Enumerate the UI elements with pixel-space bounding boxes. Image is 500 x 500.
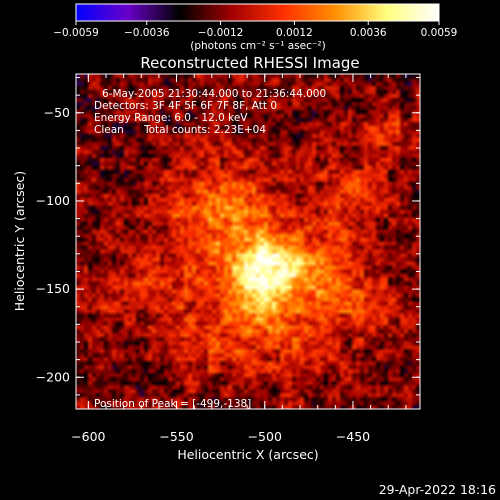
x-tick-label: −550 — [159, 429, 193, 444]
chart-title: Reconstructed RHESSI Image — [140, 54, 359, 72]
x-tick-label: −500 — [248, 429, 282, 444]
x-tick-label: −600 — [71, 429, 105, 444]
colorbar-ticks: −0.0059 −0.0036 −0.0012 0.0012 0.0036 0.0059 — [53, 21, 457, 39]
heatmap-image — [76, 74, 420, 409]
footer-timestamp: 29-Apr-2022 18:16 — [379, 482, 496, 497]
annotations: 6-May-2005 21:30:44.000 to 21:36:44.000 … — [94, 88, 326, 410]
colorbar-tick-label: 0.0059 — [421, 27, 458, 39]
colorbar-tick-label: 0.0012 — [276, 27, 313, 39]
colorbar-tick-label: −0.0012 — [198, 27, 244, 39]
colorbar-tick-label: 0.0036 — [350, 27, 387, 39]
x-axis-ticks: −600 −550 −500 −450 — [71, 74, 407, 444]
x-axis-label: Heliocentric X (arcsec) — [177, 447, 318, 462]
time-range-annotation: 6-May-2005 21:30:44.000 to 21:36:44.000 — [102, 88, 326, 100]
y-tick-label: −50 — [44, 105, 70, 120]
y-tick-label: −100 — [36, 193, 70, 208]
y-tick-label: −200 — [36, 369, 70, 384]
y-axis-label: Heliocentric Y (arcsec) — [12, 171, 27, 311]
colorbar-tick-label: −0.0059 — [53, 27, 99, 39]
energy-range-annotation: Energy Range: 6.0 - 12.0 keV — [94, 112, 248, 124]
plot-frame — [75, 73, 421, 410]
total-counts-annotation: Total counts: 2.23E+04 — [143, 124, 266, 136]
peak-position-annotation: Position of Peak = [-499,-138] — [94, 398, 251, 410]
y-axis-ticks: −50 −100 −150 −200 — [36, 77, 420, 396]
colorbar-tick-label: −0.0036 — [124, 27, 170, 39]
colorbar-bar — [75, 3, 440, 22]
x-tick-label: −450 — [336, 429, 370, 444]
y-tick-label: −150 — [36, 281, 70, 296]
detectors-annotation: Detectors: 3F 4F 5F 6F 7F 8F, Att 0 — [94, 100, 277, 112]
colorbar: −0.0059 −0.0036 −0.0012 0.0012 0.0036 0.0059 … — [53, 3, 457, 52]
colorbar-unit-label: (photons cm⁻² s⁻¹ asec⁻²) — [190, 40, 325, 52]
clean-annotation: Clean — [94, 124, 124, 136]
